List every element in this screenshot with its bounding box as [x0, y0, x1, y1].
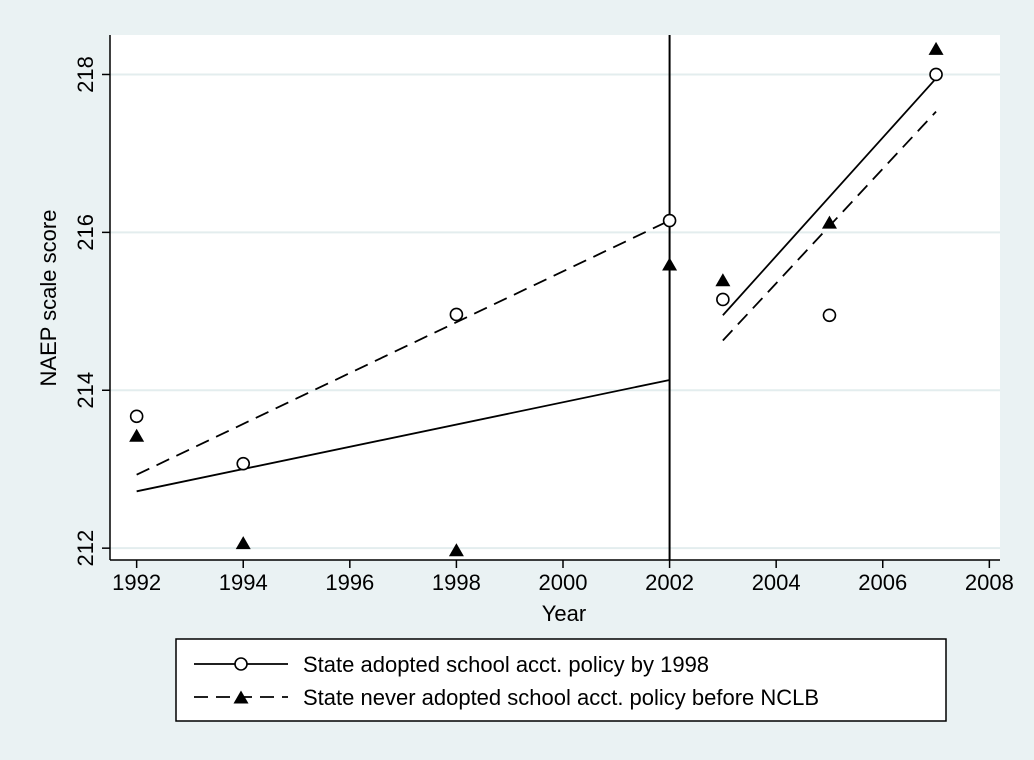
data-point-series-2	[928, 41, 944, 55]
y-tick-label: 218	[73, 56, 98, 93]
x-tick-label: 1998	[432, 570, 481, 595]
legend-box	[175, 638, 947, 722]
y-tick-label: 216	[73, 214, 98, 251]
data-point-series-1	[129, 409, 144, 424]
y-tick-label: 212	[73, 530, 98, 567]
y-axis: 212 214 216 218	[73, 35, 111, 567]
x-tick-label: 1996	[325, 570, 374, 595]
fit-line-series-2	[136, 219, 670, 476]
data-point-series-2	[129, 428, 145, 442]
plot-background	[110, 35, 1000, 560]
y-tick-label: 214	[73, 372, 98, 409]
data-point-series-1	[716, 292, 730, 307]
data-point-series-1	[236, 456, 251, 471]
data-point-series-2	[715, 273, 731, 287]
y-axis-label: NAEP scale score	[36, 210, 61, 387]
legend: State adopted school acct. policy by 199…	[175, 638, 947, 722]
data-point-series-1	[449, 307, 464, 322]
data-point-series-2	[235, 536, 251, 550]
data-point-series-2	[821, 215, 837, 229]
data-point-series-2	[662, 257, 678, 271]
data-point-series-1	[822, 308, 837, 323]
x-tick-label: 2008	[965, 570, 1014, 595]
legend-label-series-1: State adopted school acct. policy by 199…	[303, 652, 709, 677]
x-tick-label: 2006	[858, 570, 907, 595]
legend-marker-series-1	[234, 657, 248, 671]
legend-label-series-2: State never adopted school acct. policy …	[303, 685, 819, 710]
x-tick-label: 2002	[645, 570, 694, 595]
x-axis: 1992 1994 1996 1998 2000 2002 2004 2006 2008	[110, 559, 1014, 595]
data-point-series-1	[662, 213, 677, 228]
x-tick-label: 2004	[752, 570, 801, 595]
x-axis-label: Year	[542, 601, 586, 626]
fit-line-series-1	[722, 77, 937, 316]
fit-line-series-1	[136, 379, 670, 493]
plot-area	[110, 35, 1000, 560]
data-point-series-2	[448, 543, 464, 557]
data-point-series-1	[929, 67, 943, 82]
x-tick-label: 2000	[539, 570, 588, 595]
x-tick-label: 1994	[219, 570, 268, 595]
x-tick-label: 1992	[112, 570, 161, 595]
legend-marker-series-2	[233, 690, 249, 704]
